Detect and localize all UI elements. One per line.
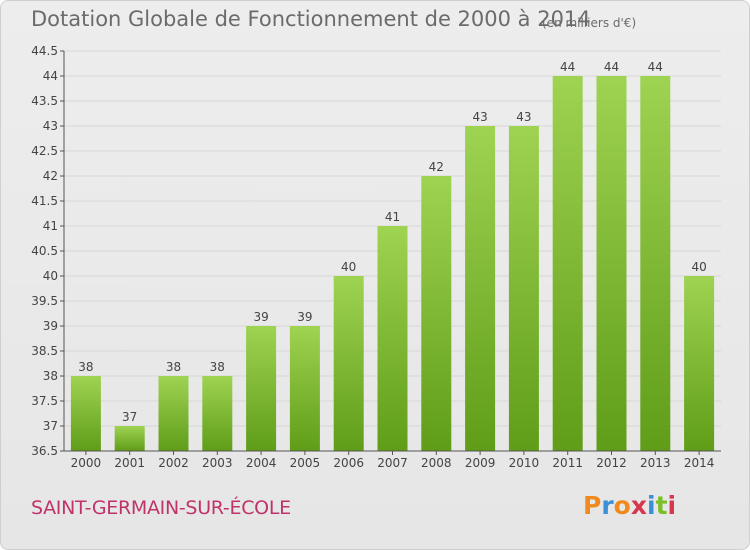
value-labels: 38 37 38 38 39 39 40 41 42 43 43 44 44 44 40 bbox=[78, 60, 706, 424]
bar-2012 bbox=[596, 76, 627, 451]
bar-2010 bbox=[508, 126, 539, 451]
value-label: 42 bbox=[429, 160, 444, 174]
commune-name: SAINT-GERMAIN-SUR-ÉCOLE bbox=[31, 497, 291, 519]
bar-2006 bbox=[333, 276, 364, 451]
value-label: 39 bbox=[297, 310, 312, 324]
value-label: 44 bbox=[560, 60, 575, 74]
bar-2004 bbox=[246, 326, 277, 451]
x-tick-label: 2014 bbox=[684, 456, 715, 470]
bar-2013 bbox=[640, 76, 671, 451]
bar-2003 bbox=[202, 376, 233, 451]
x-tick-label: 2005 bbox=[290, 456, 321, 470]
bar-2014 bbox=[684, 276, 715, 451]
value-label: 37 bbox=[122, 410, 137, 424]
value-label: 40 bbox=[341, 260, 356, 274]
x-tick-label: 2012 bbox=[596, 456, 627, 470]
x-axis-ticks: 2000 2001 2002 2003 2004 2005 2006 2007 2008 2009… bbox=[71, 451, 715, 470]
chart-title: Dotation Globale de Fonctionnement de 20… bbox=[31, 7, 591, 31]
value-label: 40 bbox=[691, 260, 706, 274]
logo-letter: i bbox=[647, 491, 656, 520]
y-tick-label: 37.5 bbox=[31, 394, 58, 408]
y-tick-label: 37 bbox=[43, 419, 58, 433]
value-label: 43 bbox=[472, 110, 487, 124]
logo-letter: t bbox=[655, 491, 668, 520]
y-tick-label: 44.5 bbox=[31, 44, 58, 58]
y-tick-label: 41.5 bbox=[31, 194, 58, 208]
proxiti-logo: Proxiti bbox=[583, 491, 676, 520]
x-tick-label: 2006 bbox=[333, 456, 364, 470]
x-tick-label: 2007 bbox=[377, 456, 408, 470]
y-tick-label: 39 bbox=[43, 319, 58, 333]
x-tick-label: 2008 bbox=[421, 456, 452, 470]
value-label: 39 bbox=[253, 310, 268, 324]
y-tick-label: 38.5 bbox=[31, 344, 58, 358]
logo-letter: r bbox=[601, 491, 614, 520]
value-label: 38 bbox=[166, 360, 181, 374]
y-tick-label: 42 bbox=[43, 169, 58, 183]
bar-2002 bbox=[158, 376, 189, 451]
chart-unit: (en milliers d'€) bbox=[542, 16, 637, 30]
logo-letter: o bbox=[613, 491, 631, 520]
x-tick-label: 2003 bbox=[202, 456, 233, 470]
value-label: 44 bbox=[604, 60, 619, 74]
y-tick-label: 36.5 bbox=[31, 444, 58, 458]
bars bbox=[70, 76, 715, 451]
y-tick-label: 40.5 bbox=[31, 244, 58, 258]
x-tick-label: 2004 bbox=[246, 456, 277, 470]
bar-2007 bbox=[377, 226, 408, 451]
y-tick-label: 41 bbox=[43, 219, 58, 233]
logo-letter: x bbox=[630, 491, 647, 520]
axes bbox=[63, 51, 721, 452]
bar-2011 bbox=[552, 76, 583, 451]
bar-2008 bbox=[421, 176, 452, 451]
x-tick-label: 2010 bbox=[509, 456, 540, 470]
y-axis-ticks: 36.5 37 37.5 38 38.5 39 39.5 40 40.5 41 41.5 42 42.5… bbox=[31, 44, 64, 458]
value-label: 44 bbox=[648, 60, 663, 74]
y-tick-label: 44 bbox=[43, 69, 58, 83]
y-tick-label: 39.5 bbox=[31, 294, 58, 308]
y-tick-label: 43 bbox=[43, 119, 58, 133]
bar-2000 bbox=[70, 376, 101, 451]
logo-letter: P bbox=[583, 491, 602, 520]
x-tick-label: 2011 bbox=[552, 456, 583, 470]
x-tick-label: 2000 bbox=[71, 456, 102, 470]
value-label: 38 bbox=[210, 360, 225, 374]
x-tick-label: 2001 bbox=[114, 456, 145, 470]
y-tick-label: 42.5 bbox=[31, 144, 58, 158]
x-tick-label: 2009 bbox=[465, 456, 496, 470]
logo-letter: i bbox=[667, 491, 677, 520]
bar-2001 bbox=[114, 426, 145, 451]
y-tick-label: 38 bbox=[43, 369, 58, 383]
value-label: 43 bbox=[516, 110, 531, 124]
x-tick-label: 2013 bbox=[640, 456, 671, 470]
bar-2009 bbox=[465, 126, 496, 451]
value-label: 41 bbox=[385, 210, 400, 224]
x-tick-label: 2002 bbox=[158, 456, 189, 470]
y-tick-label: 40 bbox=[43, 269, 58, 283]
y-tick-label: 43.5 bbox=[31, 94, 58, 108]
value-label: 38 bbox=[78, 360, 93, 374]
bar-2005 bbox=[289, 326, 320, 451]
